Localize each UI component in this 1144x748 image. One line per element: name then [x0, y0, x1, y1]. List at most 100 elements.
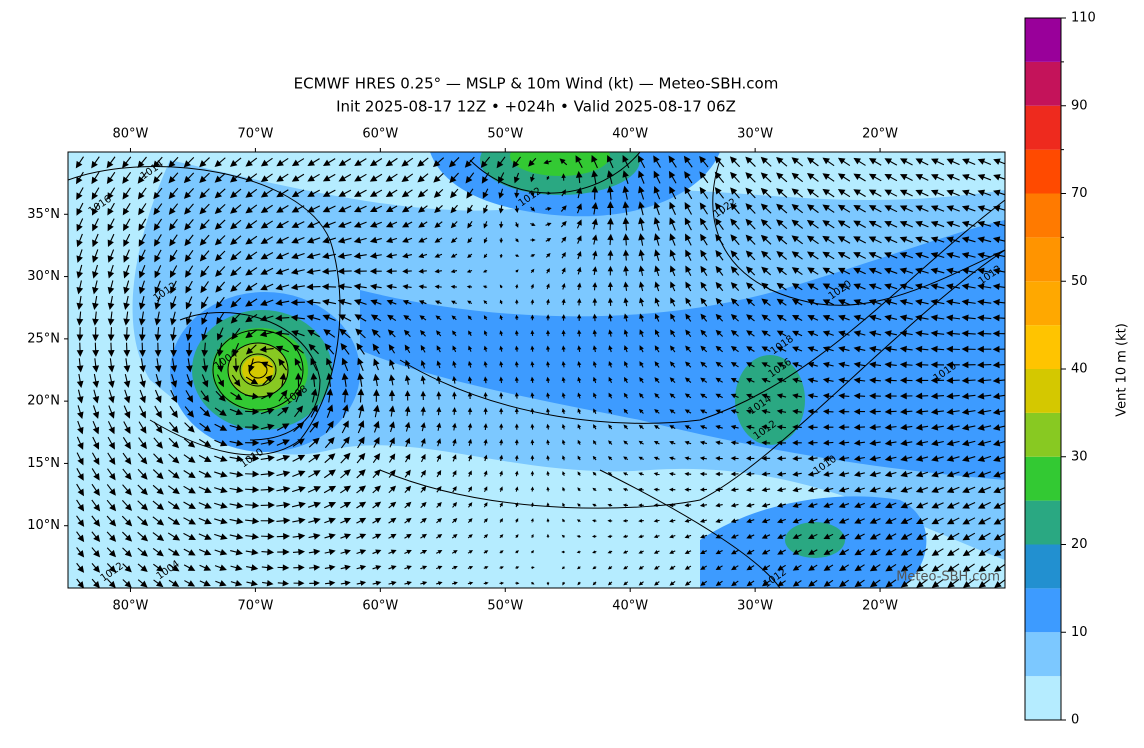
wind-arrow	[669, 217, 676, 231]
wind-arrow	[837, 267, 851, 275]
wind-arrow	[483, 345, 488, 352]
wind-arrow	[591, 234, 598, 245]
wind-arrow	[369, 267, 382, 275]
wind-arrow	[513, 172, 520, 184]
wind-arrow	[385, 221, 398, 228]
wind-arrow	[325, 420, 334, 434]
wind-arrow	[607, 281, 614, 291]
wind-arrow	[669, 393, 676, 399]
wind-arrow	[168, 453, 180, 464]
wind-arrow	[931, 502, 944, 509]
wind-arrow	[229, 517, 244, 525]
wind-arrow	[369, 283, 382, 291]
wind-arrow	[899, 158, 913, 166]
wind-arrow	[700, 265, 708, 276]
wind-arrow	[869, 455, 881, 462]
wind-arrow	[638, 185, 645, 200]
wind-arrow	[515, 534, 519, 539]
wind-arrow	[121, 500, 133, 511]
wind-arrow	[685, 281, 692, 292]
wind-arrow	[467, 391, 473, 400]
wind-arrow	[108, 405, 115, 419]
wind-arrow	[608, 440, 613, 445]
wind-arrow	[807, 486, 818, 493]
wind-arrow	[916, 579, 928, 588]
wind-arrow	[122, 156, 132, 169]
wind-arrow	[137, 156, 147, 168]
wind-arrow	[214, 564, 227, 571]
y-tick-label: 10°N	[27, 518, 60, 533]
wind-arrow	[822, 377, 834, 384]
wind-arrow	[107, 311, 115, 326]
wind-arrow	[885, 533, 897, 540]
wind-arrow	[369, 189, 383, 197]
wind-arrow	[806, 219, 819, 229]
wind-arrow	[576, 282, 582, 291]
wind-arrow	[139, 389, 146, 404]
wind-arrow	[822, 188, 835, 198]
wind-arrow	[201, 311, 208, 326]
wind-arrow	[546, 533, 550, 538]
wind-arrow	[468, 345, 473, 352]
wind-arrow	[576, 251, 582, 260]
wind-arrow	[761, 533, 771, 539]
wind-arrow	[853, 283, 866, 290]
wind-arrow	[169, 421, 179, 434]
wind-arrow	[915, 345, 929, 353]
wind-arrow	[452, 502, 458, 508]
wind-arrow	[792, 471, 802, 477]
wind-arrow	[420, 581, 428, 586]
wind-arrow	[214, 548, 228, 556]
wind-arrow	[499, 550, 504, 554]
wind-arrow	[121, 515, 133, 527]
wind-arrow	[915, 470, 929, 478]
wind-arrow	[324, 436, 335, 449]
wind-arrow	[899, 189, 913, 197]
wind-arrow	[792, 424, 802, 430]
wind-arrow	[290, 314, 305, 322]
wind-arrow	[761, 346, 771, 352]
wind-arrow	[931, 578, 944, 588]
wind-arrow	[245, 517, 260, 525]
wind-arrow	[684, 549, 692, 554]
wind-arrow	[946, 423, 960, 431]
wind-arrow	[230, 204, 242, 214]
wind-arrow	[822, 299, 835, 306]
wind-arrow	[576, 219, 582, 229]
wind-arrow	[404, 565, 412, 570]
wind-arrow	[653, 186, 661, 200]
wind-arrow	[291, 189, 305, 198]
wind-arrow	[746, 393, 755, 399]
wind-arrow	[356, 501, 367, 509]
wind-arrow	[543, 159, 552, 165]
wind-arrow	[715, 361, 723, 368]
wind-arrow	[638, 518, 644, 523]
wind-arrow	[900, 548, 913, 556]
wind-arrow	[745, 156, 756, 167]
wind-arrow	[745, 250, 756, 261]
wind-arrow	[884, 439, 897, 447]
wind-arrow	[684, 440, 692, 445]
wind-arrow	[884, 236, 898, 244]
wind-arrow	[623, 581, 629, 586]
wind-arrow	[977, 455, 992, 462]
wind-arrow	[483, 330, 488, 336]
wind-arrow	[245, 329, 258, 339]
wind-arrow	[592, 550, 597, 554]
wind-arrow	[607, 488, 613, 492]
wind-arrow	[388, 549, 397, 555]
wind-arrow	[653, 503, 660, 508]
wind-arrow	[791, 235, 804, 245]
wind-arrow	[483, 300, 488, 305]
wind-arrow	[152, 469, 164, 480]
wind-arrow	[91, 563, 101, 573]
wind-arrow	[900, 470, 913, 478]
wind-arrow	[669, 472, 676, 477]
wind-arrow	[915, 252, 929, 259]
wind-arrow	[292, 486, 306, 493]
wind-arrow	[139, 405, 146, 419]
wind-arrow	[291, 330, 305, 337]
wind-arrow	[122, 172, 132, 184]
wind-arrow	[822, 330, 834, 337]
